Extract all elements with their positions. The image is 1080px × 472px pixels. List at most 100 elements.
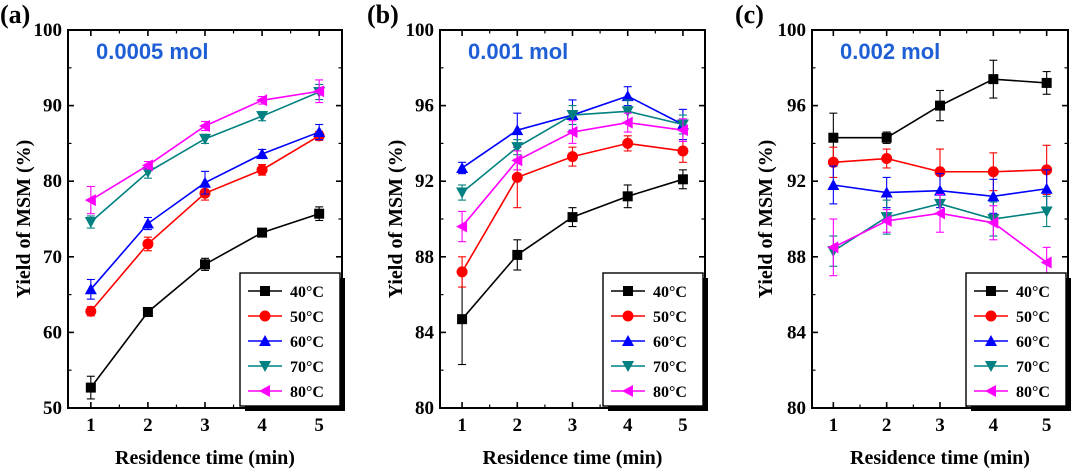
data-point bbox=[84, 194, 96, 207]
series-5 bbox=[456, 112, 688, 243]
data-point bbox=[827, 241, 839, 254]
data-point bbox=[141, 159, 153, 172]
x-tick-label: 3 bbox=[200, 415, 210, 436]
legend-label: 50°C bbox=[653, 309, 687, 326]
legend-label: 40°C bbox=[290, 284, 324, 301]
chart-panel-3: (c) 80 84 88 92 96 100 1 2 3 4 5 Residence time (min… bbox=[735, 0, 1071, 469]
data-point bbox=[987, 216, 999, 229]
data-point bbox=[621, 90, 634, 102]
panel-label: (c) bbox=[735, 0, 764, 29]
data-point bbox=[987, 190, 1000, 202]
series-3 bbox=[827, 165, 1053, 214]
data-point bbox=[313, 85, 325, 98]
legend-label: 80°C bbox=[1016, 384, 1050, 401]
y-tick-label: 92 bbox=[787, 171, 806, 192]
data-point bbox=[566, 126, 578, 139]
data-point bbox=[1040, 256, 1052, 269]
legend-marker bbox=[622, 335, 634, 346]
data-point bbox=[621, 106, 634, 118]
y-axis-label: Yield of MSM (%) bbox=[755, 140, 777, 299]
data-point bbox=[935, 100, 945, 111]
data-point bbox=[511, 171, 523, 183]
y-tick-label: 84 bbox=[415, 322, 435, 343]
data-point bbox=[200, 259, 210, 270]
legend-marker bbox=[622, 310, 634, 322]
legend-marker bbox=[260, 286, 270, 296]
legend-marker bbox=[622, 385, 633, 397]
y-axis-label: Yield of MSM (%) bbox=[385, 140, 407, 299]
y-tick-label: 96 bbox=[415, 96, 434, 117]
x-axis-label: Residence time (min) bbox=[483, 447, 663, 469]
x-tick-label: 3 bbox=[935, 415, 945, 436]
legend-label: 40°C bbox=[1016, 284, 1050, 301]
y-tick-label: 80 bbox=[415, 398, 434, 419]
series-1 bbox=[457, 169, 688, 366]
legend-label: 70°C bbox=[653, 359, 687, 376]
data-point bbox=[199, 176, 211, 188]
data-point bbox=[456, 220, 468, 233]
data-point bbox=[1040, 206, 1053, 218]
chart-panel-1: (a) 50 60 70 80 90 100 1 2 3 4 5 Residence time (min… bbox=[0, 0, 345, 469]
data-point bbox=[256, 147, 269, 159]
x-tick-label: 2 bbox=[882, 415, 892, 436]
x-tick-label: 4 bbox=[257, 415, 267, 436]
data-point bbox=[313, 126, 326, 138]
data-point bbox=[880, 214, 892, 227]
data-point bbox=[199, 120, 210, 133]
legend-label: 50°C bbox=[1016, 309, 1050, 326]
x-axis-label: Residence time (min) bbox=[850, 447, 1030, 469]
y-tick-label: 88 bbox=[415, 247, 434, 268]
legend: 40°C 50°C 60°C 70°C 80°C bbox=[239, 272, 345, 411]
data-point bbox=[934, 184, 946, 196]
data-point bbox=[880, 186, 893, 198]
legend-marker bbox=[259, 335, 271, 346]
data-point bbox=[85, 305, 97, 317]
data-point bbox=[677, 174, 688, 185]
legend-box bbox=[965, 272, 1067, 407]
legend-label: 80°C bbox=[290, 384, 324, 401]
data-point bbox=[314, 208, 325, 219]
y-tick-label: 80 bbox=[787, 398, 806, 419]
data-point bbox=[988, 74, 999, 85]
x-tick-label: 2 bbox=[143, 415, 153, 436]
data-point bbox=[456, 187, 469, 199]
concentration-annotation: 0.0005 mol bbox=[96, 39, 209, 64]
chart-panel-2: (b) 80 84 88 92 96 100 1 2 3 4 5 Residence time (min… bbox=[367, 0, 708, 469]
x-tick-label: 5 bbox=[678, 415, 688, 436]
x-tick-label: 3 bbox=[568, 415, 578, 436]
legend-marker bbox=[623, 286, 633, 296]
data-point bbox=[677, 145, 689, 157]
data-point bbox=[622, 137, 634, 149]
data-point bbox=[934, 166, 946, 178]
legend-label: 70°C bbox=[290, 359, 324, 376]
data-point bbox=[511, 124, 524, 136]
data-point bbox=[676, 124, 688, 137]
x-axis-label: Residence time (min) bbox=[115, 447, 295, 469]
data-point bbox=[84, 217, 97, 229]
y-tick-label: 80 bbox=[43, 171, 62, 192]
y-tick-label: 50 bbox=[43, 398, 62, 419]
y-tick-label: 84 bbox=[787, 322, 807, 343]
legend-marker bbox=[985, 335, 997, 346]
data-point bbox=[142, 306, 153, 317]
data-point bbox=[141, 217, 154, 229]
series-5 bbox=[84, 79, 325, 215]
data-point bbox=[567, 212, 578, 223]
x-tick-label: 1 bbox=[86, 415, 96, 436]
panel-label: (b) bbox=[367, 0, 399, 29]
legend-marker bbox=[259, 361, 271, 372]
data-point bbox=[881, 153, 893, 165]
legend-label: 60°C bbox=[653, 334, 687, 351]
x-tick-label: 2 bbox=[513, 415, 523, 436]
data-point bbox=[934, 207, 945, 220]
data-point bbox=[85, 382, 96, 393]
data-point bbox=[566, 110, 579, 122]
legend-label: 60°C bbox=[1016, 334, 1050, 351]
y-tick-label: 90 bbox=[43, 96, 62, 117]
data-point bbox=[256, 94, 268, 107]
legend-label: 70°C bbox=[1016, 359, 1050, 376]
data-point bbox=[256, 164, 268, 176]
legend-label: 80°C bbox=[653, 384, 687, 401]
y-tick-label: 60 bbox=[43, 322, 62, 343]
legend-marker bbox=[986, 286, 996, 296]
